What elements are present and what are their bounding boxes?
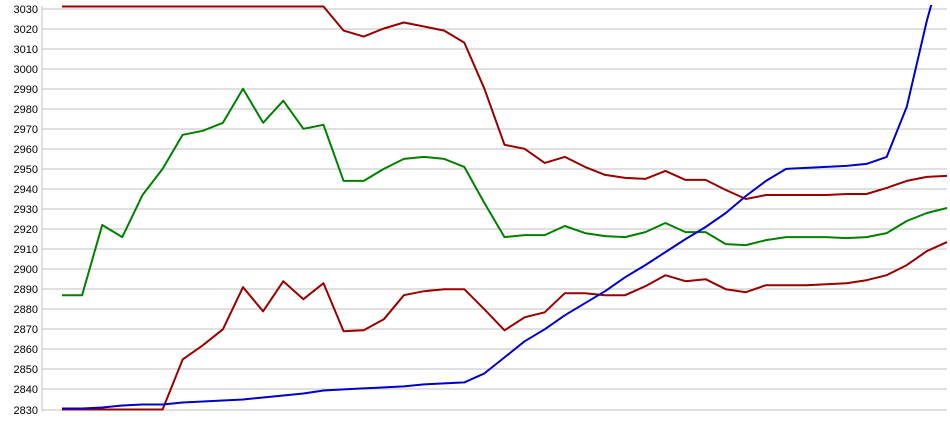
y-axis-tick-label: 2870 xyxy=(14,324,38,336)
y-axis-tick-label: 2900 xyxy=(14,264,38,276)
y-axis-tick-label: 3020 xyxy=(14,24,38,36)
y-axis-tick-label: 2850 xyxy=(14,364,38,376)
y-axis-tick-label: 2940 xyxy=(14,184,38,196)
y-axis-tick-label: 2840 xyxy=(14,384,38,396)
y-axis-tick-label: 2830 xyxy=(14,405,38,417)
series-upper-red-line xyxy=(62,5,948,200)
y-axis-tick-label: 2950 xyxy=(14,164,38,176)
y-axis-tick-label: 2970 xyxy=(14,124,38,136)
series-group xyxy=(62,5,948,411)
y-axis-tick-label: 2880 xyxy=(14,304,38,316)
series-lower-red-line xyxy=(62,241,948,411)
y-axis-tick-label: 2920 xyxy=(14,224,38,236)
y-axis-tick-label: 2860 xyxy=(14,344,38,356)
series-green-line xyxy=(62,87,948,297)
y-axis-tick-label: 2890 xyxy=(14,284,38,296)
y-axis-tick-label: 3000 xyxy=(14,64,38,76)
y-axis-tick-label: 2980 xyxy=(14,104,38,116)
series-blue-line xyxy=(62,5,933,410)
y-axis-tick-label: 2930 xyxy=(14,204,38,216)
y-axis-tick-label: 3010 xyxy=(14,44,38,56)
y-axis-tick-label: 2960 xyxy=(14,144,38,156)
y-axis-tick-label: 2910 xyxy=(14,244,38,256)
y-axis-tick-label: 2990 xyxy=(14,84,38,96)
y-axis-tick-label: 3030 xyxy=(14,4,38,16)
